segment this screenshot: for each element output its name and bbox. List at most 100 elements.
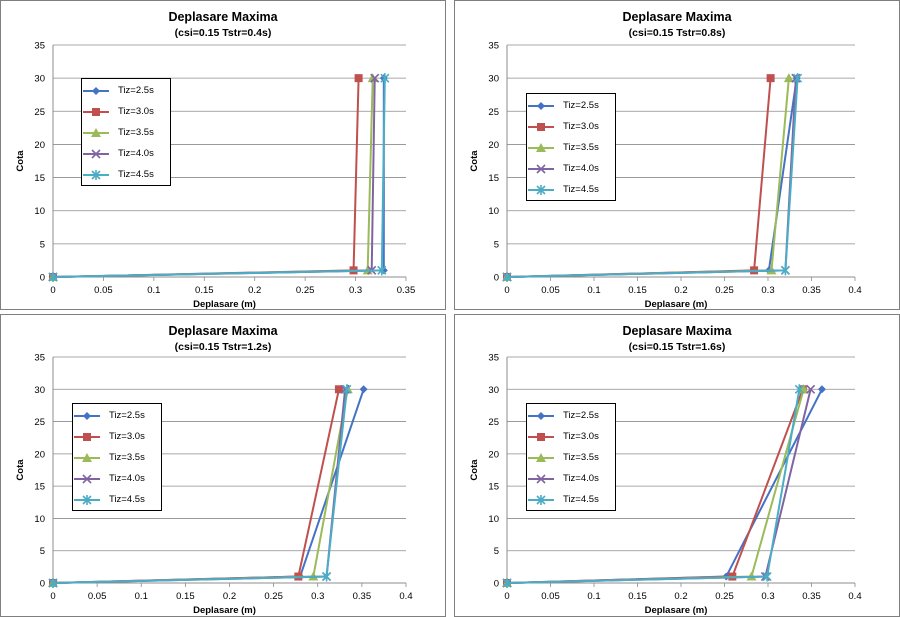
y-tick-label: 30 bbox=[488, 74, 499, 85]
legend-item-2: Tiz=3.0s bbox=[82, 105, 170, 119]
legend-item-2: Tiz=3.0s bbox=[527, 430, 615, 444]
data-point bbox=[354, 74, 363, 83]
x-tick-label: 0.35 bbox=[802, 285, 821, 296]
y-tick-label: 10 bbox=[34, 206, 45, 217]
legend: Tiz=2.5s Tiz=3.0s Tiz=3.5s Tiz=4.0s Tiz=… bbox=[81, 78, 171, 186]
legend-item-1: Tiz=2.5s bbox=[527, 409, 615, 423]
legend-marker bbox=[91, 149, 101, 159]
legend-marker bbox=[536, 185, 546, 195]
legend-label: Tiz=3.5s bbox=[118, 127, 154, 138]
legend: Tiz=2.5s Tiz=3.0s Tiz=3.5s Tiz=4.0s Tiz=… bbox=[526, 403, 616, 511]
data-point bbox=[794, 384, 804, 395]
x-tick-label: 0.15 bbox=[195, 285, 214, 296]
y-tick-label: 30 bbox=[34, 385, 45, 396]
legend-swatch bbox=[83, 149, 109, 159]
x-tick-label: 0.2 bbox=[674, 285, 687, 296]
legend-marker bbox=[537, 102, 545, 110]
data-point bbox=[370, 73, 380, 83]
plot-area: 0 5 10 15 20 25 30 35 0 0.05 0.1 0.15 0.2 0.25 0.3 0.35… bbox=[15, 353, 413, 617]
legend-label: Tiz=2.5s bbox=[563, 410, 599, 421]
series-5 bbox=[502, 384, 804, 588]
legend-item-1: Tiz=2.5s bbox=[82, 84, 170, 98]
legend-marker bbox=[91, 128, 101, 137]
y-tick-label: 25 bbox=[488, 417, 499, 428]
legend-swatch bbox=[528, 433, 554, 441]
x-tick-label: 0.4 bbox=[848, 591, 861, 602]
series-5 bbox=[48, 384, 352, 588]
x-tick-label: 0 bbox=[50, 285, 55, 296]
y-tick-label: 0 bbox=[40, 273, 45, 284]
legend-swatch bbox=[528, 143, 554, 152]
legend-label: Tiz=4.0s bbox=[563, 473, 599, 484]
legend-label: Tiz=2.5s bbox=[109, 410, 145, 421]
legend-swatch bbox=[528, 185, 554, 195]
legend-swatch bbox=[528, 102, 554, 110]
chart-panel-1: Deplasare Maxima (csi=0.15 Tstr=0.4s) 0 5… bbox=[0, 0, 446, 310]
x-tick-label: 0.25 bbox=[715, 591, 734, 602]
data-point bbox=[793, 73, 803, 84]
legend-item-1: Tiz=2.5s bbox=[73, 409, 161, 423]
data-point bbox=[762, 571, 772, 582]
data-point bbox=[334, 385, 343, 394]
legend-swatch bbox=[528, 123, 554, 131]
legend-marker bbox=[536, 474, 546, 484]
legend-label: Tiz=3.5s bbox=[563, 452, 599, 463]
y-axis-label: Cota bbox=[15, 459, 26, 481]
x-tick-label: 0.05 bbox=[541, 285, 560, 296]
legend-item-3: Tiz=3.5s bbox=[82, 126, 170, 140]
legend-marker bbox=[83, 412, 91, 420]
x-tick-label: 0.05 bbox=[541, 591, 560, 602]
x-tick-label: 0.35 bbox=[802, 591, 821, 602]
x-tick-label: 0.3 bbox=[311, 591, 324, 602]
legend-marker bbox=[82, 495, 92, 505]
x-tick-label: 0.2 bbox=[674, 591, 687, 602]
legend-marker bbox=[83, 433, 91, 441]
data-point bbox=[342, 384, 352, 395]
plot-area: 0 5 10 15 20 25 30 35 0 0.05 0.1 0.15 0.2 0.25 0.3 0.35… bbox=[469, 353, 862, 617]
data-point bbox=[780, 265, 790, 276]
y-tick-label: 5 bbox=[494, 239, 499, 250]
legend-marker bbox=[536, 495, 546, 505]
y-tick-label: 0 bbox=[494, 273, 499, 284]
x-axis-label: Deplasare (m) bbox=[193, 605, 256, 616]
legend-label: Tiz=3.0s bbox=[563, 121, 599, 132]
y-tick-label: 10 bbox=[488, 206, 499, 217]
x-tick-label: 0.3 bbox=[761, 591, 774, 602]
legend-label: Tiz=4.5s bbox=[118, 169, 154, 180]
chart-panel-4: Deplasare Maxima (csi=0.15 Tstr=1.6s) 0 5… bbox=[454, 314, 900, 617]
legend-swatch bbox=[528, 453, 554, 462]
chart-title: Deplasare Maxima bbox=[622, 324, 732, 338]
y-tick-label: 10 bbox=[488, 514, 499, 525]
legend-label: Tiz=3.5s bbox=[563, 142, 599, 153]
legend-item-3: Tiz=3.5s bbox=[527, 451, 615, 465]
legend-swatch bbox=[528, 474, 554, 484]
data-point bbox=[359, 385, 368, 394]
x-tick-label: 0.3 bbox=[349, 285, 362, 296]
y-tick-label: 5 bbox=[40, 239, 45, 250]
legend-swatch bbox=[74, 412, 100, 420]
y-tick-label: 5 bbox=[40, 546, 45, 557]
y-tick-label: 25 bbox=[34, 417, 45, 428]
legend-swatch bbox=[74, 495, 100, 505]
y-axis-label: Cota bbox=[15, 150, 26, 172]
legend-item-3: Tiz=3.5s bbox=[527, 141, 615, 155]
legend-item-5: Tiz=4.5s bbox=[527, 183, 615, 197]
legend-swatch bbox=[83, 128, 109, 137]
data-point bbox=[502, 578, 512, 588]
legend-marker bbox=[82, 474, 92, 484]
y-tick-label: 35 bbox=[488, 353, 499, 364]
legend-item-3: Tiz=3.5s bbox=[73, 451, 161, 465]
data-point bbox=[48, 578, 58, 588]
series-5 bbox=[502, 73, 803, 282]
series-5 bbox=[48, 73, 390, 282]
legend-swatch bbox=[83, 170, 109, 180]
y-tick-label: 15 bbox=[34, 482, 45, 493]
legend-label: Tiz=4.0s bbox=[109, 473, 145, 484]
y-tick-label: 20 bbox=[488, 140, 499, 151]
legend-item-5: Tiz=4.5s bbox=[527, 493, 615, 507]
legend-item-5: Tiz=4.5s bbox=[82, 168, 170, 182]
data-point bbox=[783, 73, 794, 83]
legend-swatch bbox=[528, 164, 554, 174]
legend-label: Tiz=3.5s bbox=[109, 452, 145, 463]
y-tick-label: 20 bbox=[34, 449, 45, 460]
